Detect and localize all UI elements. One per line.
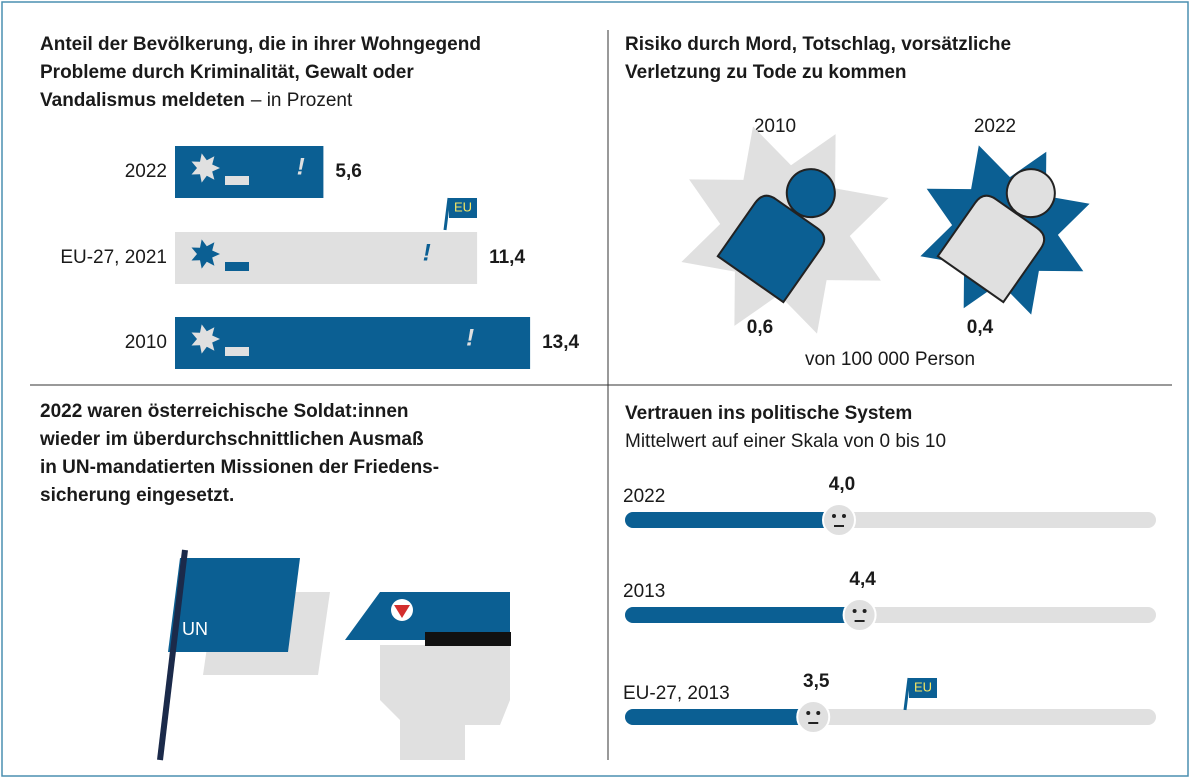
eye — [842, 514, 846, 518]
chart-title: Probleme durch Kriminalität, Gewalt oder — [40, 62, 414, 83]
icon — [225, 176, 249, 185]
cap-band — [425, 632, 511, 646]
flag-label: UN — [182, 619, 208, 639]
bar — [175, 232, 478, 284]
icon: ! — [297, 153, 305, 180]
category-label: 2022 — [125, 161, 167, 182]
head — [380, 645, 510, 760]
category-label: 2010 — [754, 116, 796, 137]
cap — [345, 592, 510, 645]
flag — [168, 558, 300, 652]
subtitle: Mittelwert auf einer Skala von 0 bis 10 — [625, 431, 946, 452]
flag-pole — [903, 677, 911, 711]
chart-title: Vandalismus meldeten – in Prozent — [40, 90, 353, 111]
person-body — [936, 194, 1046, 304]
emblem — [394, 605, 410, 618]
category-label: EU-27, 2021 — [60, 247, 167, 268]
category-label: 2013 — [623, 581, 665, 602]
face — [822, 503, 856, 537]
panel-text: wieder im überdurchschnittlichen Ausmaß — [39, 429, 424, 450]
value-label: 0,6 — [747, 317, 773, 338]
panel-text: in UN-mandatierten Missionen der Frieden… — [40, 457, 439, 478]
icon — [191, 153, 220, 183]
flag-pole — [443, 197, 451, 231]
category-label: 2022 — [974, 116, 1016, 137]
category-label: 2010 — [125, 332, 167, 353]
icon: ! — [466, 324, 474, 351]
eye — [806, 711, 811, 715]
person-body — [716, 194, 826, 304]
face — [796, 700, 831, 734]
subtitle: – in Prozent — [251, 90, 353, 111]
panel-text: 2022 waren österreichische Soldat:innen — [40, 401, 409, 422]
category-label: 2022 — [623, 486, 665, 507]
flag-label: EU — [454, 199, 472, 214]
title-line: Vandalismus meldeten — [40, 90, 245, 111]
note: von 100 000 Person — [805, 349, 975, 370]
value-label: 3,5 — [803, 671, 830, 692]
eye — [832, 514, 836, 518]
category-label: EU-27, 2013 — [623, 683, 730, 704]
panel-text: sicherung eingesetzt. — [40, 485, 234, 506]
flag — [449, 198, 477, 218]
chart-title: Anteil der Bevölkerung, die in ihrer Woh… — [40, 34, 481, 55]
chart-title: Verletzung zu Tode zu kommen — [625, 62, 907, 83]
title-line: Anteil der Bevölkerung, die in ihrer Woh… — [40, 34, 481, 55]
chart-title: Risiko durch Mord, Totschlag, vorsätzlic… — [625, 34, 1011, 55]
chart-title: Vertrauen ins politische System — [625, 403, 912, 424]
person — [716, 168, 836, 304]
value-label: 4,4 — [849, 569, 876, 590]
icon — [225, 262, 249, 271]
icon: ! — [423, 239, 431, 266]
flag-pole — [157, 549, 188, 761]
eye — [852, 609, 857, 613]
icon — [191, 239, 220, 269]
value-label: 5,6 — [335, 161, 361, 182]
value-label: 0,4 — [967, 317, 994, 338]
text-panel: 2022 waren österreichische Soldat:innen … — [39, 401, 511, 761]
face — [842, 598, 877, 632]
flag-label: EU — [914, 679, 932, 694]
icon — [191, 324, 220, 354]
icon — [225, 347, 249, 356]
value-label: 11,4 — [489, 247, 525, 268]
value-label: 4,0 — [829, 474, 855, 495]
bar — [175, 317, 531, 369]
flag — [909, 678, 937, 698]
eye — [862, 609, 867, 613]
person — [936, 168, 1056, 304]
eye — [816, 711, 821, 715]
title-line: Probleme durch Kriminalität, Gewalt oder — [40, 62, 414, 83]
value-label: 13,4 — [542, 332, 579, 353]
